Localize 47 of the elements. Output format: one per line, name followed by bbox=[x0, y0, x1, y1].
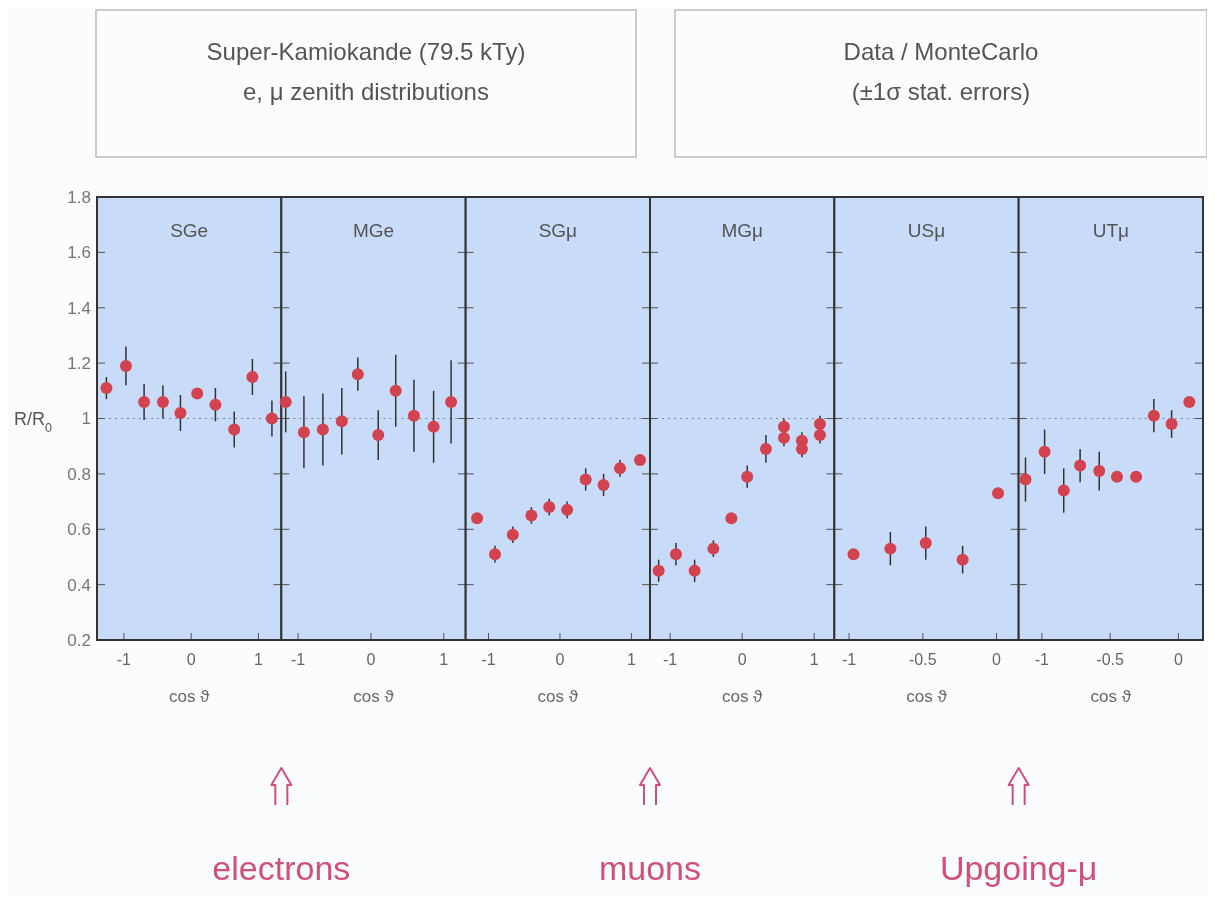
x-tick-label: -1 bbox=[663, 651, 678, 668]
x-tick-label: 0 bbox=[186, 651, 196, 668]
y-tick-label: 1.8 bbox=[67, 187, 91, 207]
x-axis-title: cos ϑ bbox=[721, 687, 764, 706]
text: SGe bbox=[170, 220, 209, 241]
text: Upgoing-μ bbox=[939, 849, 1098, 887]
x-tick-label: 0 bbox=[1173, 651, 1183, 668]
text: MGμ bbox=[721, 220, 763, 241]
x-axis-title: cos ϑ bbox=[906, 687, 948, 706]
text: Data / MonteCarlo bbox=[843, 38, 1039, 65]
y-tick-label: 0.8 bbox=[67, 464, 91, 484]
x-tick-label: -0.5 bbox=[1096, 651, 1125, 668]
x-tick-label: -1 bbox=[481, 651, 496, 668]
x-tick-label: -1 bbox=[116, 651, 132, 668]
x-tick-label: 1 bbox=[626, 651, 636, 668]
y-tick-label: 0.2 bbox=[67, 630, 91, 650]
x-tick-label: -1 bbox=[841, 651, 857, 668]
y-tick-label: 0.4 bbox=[67, 575, 91, 595]
y-tick-label: 1.2 bbox=[67, 354, 91, 374]
x-tick-label: 1 bbox=[254, 651, 264, 668]
x-tick-label: 0 bbox=[992, 651, 1002, 668]
text: SGμ bbox=[538, 220, 578, 241]
x-tick-label: -1 bbox=[290, 651, 306, 668]
text: e, μ zenith distributions bbox=[243, 78, 489, 105]
x-tick-label: 1 bbox=[809, 651, 819, 668]
y-tick-label: 1 bbox=[81, 409, 91, 429]
text: MGe bbox=[352, 220, 395, 241]
x-axis-title: cos ϑ bbox=[1090, 687, 1132, 706]
x-tick-label: 0 bbox=[555, 651, 565, 668]
text: USμ bbox=[907, 220, 946, 241]
text: Super-Kamiokande (79.5 kTy) bbox=[206, 38, 526, 65]
y-tick-label: 0.6 bbox=[67, 520, 91, 540]
text: UTμ bbox=[1092, 220, 1129, 241]
x-tick-label: 0 bbox=[737, 651, 747, 668]
x-tick-label: 1 bbox=[439, 651, 449, 668]
x-axis-title: cos ϑ bbox=[353, 687, 395, 706]
x-axis-title: cos ϑ bbox=[168, 687, 211, 706]
y-tick-label: 1.6 bbox=[67, 243, 91, 263]
x-tick-label: 0 bbox=[366, 651, 376, 668]
y-axis-title: R/R$_{0}$ bbox=[14, 408, 53, 435]
x-tick-label: -1 bbox=[1034, 651, 1050, 668]
y-tick-label: 1.4 bbox=[67, 298, 91, 318]
text: muons bbox=[598, 849, 702, 887]
text: electrons bbox=[212, 849, 351, 887]
x-axis-title: cos ϑ bbox=[537, 687, 579, 706]
text: (±1σ stat. errors) bbox=[851, 78, 1031, 105]
x-tick-label: -0.5 bbox=[909, 651, 937, 668]
